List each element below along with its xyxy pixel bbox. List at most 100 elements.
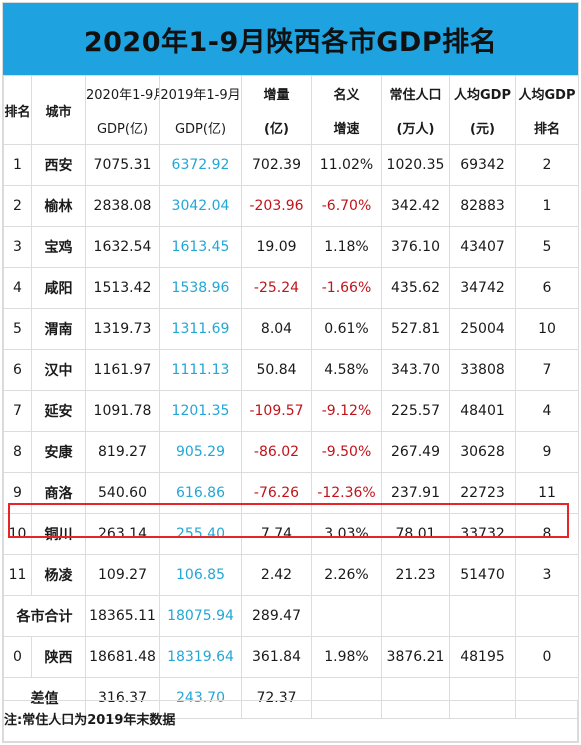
gdp2019-cell: 3042.04 — [159, 185, 242, 227]
nominal-rate-cell: -12.36% — [311, 472, 382, 514]
gdp2019-cell: 1538.96 — [159, 267, 242, 309]
gdp2019-cell: 106.85 — [159, 554, 242, 596]
population-cell: 3876.21 — [381, 636, 450, 678]
nominal-rate-cell: 0.61% — [311, 308, 382, 350]
title-banner: 2020年1-9月陕西各市GDP排名 — [3, 3, 578, 75]
nominal-rate-cell: -9.12% — [311, 390, 382, 432]
header-nominal-top: 名义 — [311, 75, 382, 110]
city-cell: 宝鸡 — [31, 226, 86, 268]
table-row: 6 汉中 1161.97 1111.13 50.84 4.58% 343.70 33808 7 — [3, 349, 579, 391]
percapita-rank-cell: 1 — [515, 185, 579, 227]
empty-cell — [381, 595, 450, 637]
table-row: 9 商洛 540.60 616.86 -76.26 -12.36% 237.91 22723 1… — [3, 472, 579, 514]
page-title: 2020年1-9月陕西各市GDP排名 — [83, 26, 498, 58]
gdp2020-cell: 1319.73 — [85, 308, 160, 350]
gdp2020-cell: 540.60 — [85, 472, 160, 514]
rank-cell: 0 — [3, 636, 32, 678]
population-cell: 225.57 — [381, 390, 450, 432]
population-cell: 78.01 — [381, 513, 450, 555]
header-gdp2019-bottom: GDP(亿) — [159, 110, 242, 145]
header-percapita-top: 人均GDP — [449, 75, 516, 110]
increase-cell: 50.84 — [241, 349, 312, 391]
percapita-cell: 34742 — [449, 267, 516, 309]
percapita-rank-cell: 11 — [515, 472, 579, 514]
table-row: 3 宝鸡 1632.54 1613.45 19.09 1.18% 376.10 43407 5 — [3, 226, 579, 268]
gdp2020-cell: 2838.08 — [85, 185, 160, 227]
nominal-rate-cell: 1.18% — [311, 226, 382, 268]
gdp2020-cell: 18681.48 — [85, 636, 160, 678]
gdp2019-cell: 905.29 — [159, 431, 242, 473]
header-gdp2020-bottom: GDP(亿) — [85, 110, 160, 145]
population-cell: 237.91 — [381, 472, 450, 514]
city-cell: 延安 — [31, 390, 86, 432]
diff-increase-cell: 72.37 — [241, 677, 312, 719]
population-cell: 21.23 — [381, 554, 450, 596]
population-cell: 435.62 — [381, 267, 450, 309]
difference-label: 差值 — [3, 677, 86, 719]
increase-cell: -25.24 — [241, 267, 312, 309]
percapita-cell: 22723 — [449, 472, 516, 514]
header-row-bottom: GDP(亿) GDP(亿) (亿) 增速 (万人) (元) 排名 — [4, 110, 579, 145]
city-cell: 西安 — [31, 144, 86, 186]
gdp2019-cell: 18319.64 — [159, 636, 242, 678]
gdp2020-cell: 109.27 — [85, 554, 160, 596]
header-rank: 排名 — [3, 75, 32, 145]
rank-cell: 7 — [3, 390, 32, 432]
percapita-rank-cell: 6 — [515, 267, 579, 309]
increase-cell: 361.84 — [241, 636, 312, 678]
percapita-cell: 51470 — [449, 554, 516, 596]
rank-cell: 9 — [3, 472, 32, 514]
nominal-rate-cell: 1.98% — [311, 636, 382, 678]
gdp2020-cell: 1091.78 — [85, 390, 160, 432]
gdp2020-cell: 263.14 — [85, 513, 160, 555]
footnote: 注:常住人口为2019年末数据 — [4, 713, 176, 728]
rank-cell: 2 — [3, 185, 32, 227]
header-percapita-bottom: (元) — [449, 110, 516, 145]
percapita-rank-cell: 9 — [515, 431, 579, 473]
gdp2019-cell: 1613.45 — [159, 226, 242, 268]
percapita-cell: 33732 — [449, 513, 516, 555]
percapita-cell: 48401 — [449, 390, 516, 432]
diff-gdp2020-cell: 316.37 — [85, 677, 160, 719]
gdp2019-cell: 1201.35 — [159, 390, 242, 432]
percapita-rank-cell: 0 — [515, 636, 579, 678]
empty-cell — [311, 677, 382, 719]
increase-cell: -86.02 — [241, 431, 312, 473]
table-row: 8 安康 819.27 905.29 -86.02 -9.50% 267.49 30628 9 — [3, 431, 579, 473]
table-row: 1 西安 7075.31 6372.92 702.39 11.02% 1020.35 6934… — [3, 144, 579, 186]
header-gdp2020-top: 2020年1-9月 — [85, 75, 160, 110]
gdp2020-cell: 7075.31 — [85, 144, 160, 186]
nominal-rate-cell: -6.70% — [311, 185, 382, 227]
city-cell: 陕西 — [31, 636, 86, 678]
increase-cell: -76.26 — [241, 472, 312, 514]
rank-cell: 5 — [3, 308, 32, 350]
population-cell: 376.10 — [381, 226, 450, 268]
gdp2019-cell: 255.40 — [159, 513, 242, 555]
population-cell: 267.49 — [381, 431, 450, 473]
population-cell: 1020.35 — [381, 144, 450, 186]
table-row: 5 渭南 1319.73 1311.69 8.04 0.61% 527.81 25004 10 — [3, 308, 579, 350]
percapita-cell: 33808 — [449, 349, 516, 391]
header-increase-top: 增量 — [241, 75, 312, 110]
increase-cell: 8.04 — [241, 308, 312, 350]
header-percapita-rank-top: 人均GDP — [515, 75, 579, 110]
table-row: 11 杨凌 109.27 106.85 2.42 2.26% 21.23 51470 3 — [3, 554, 579, 596]
gdp2019-cell: 1311.69 — [159, 308, 242, 350]
percapita-cell: 48195 — [449, 636, 516, 678]
rank-cell: 3 — [3, 226, 32, 268]
percapita-rank-cell: 7 — [515, 349, 579, 391]
gdp2020-cell: 1632.54 — [85, 226, 160, 268]
gdp2019-cell: 616.86 — [159, 472, 242, 514]
gdp2020-cell: 819.27 — [85, 431, 160, 473]
note-row — [3, 700, 578, 742]
total-row: 各市合计 18365.11 18075.94 289.47 — [3, 595, 579, 637]
percapita-cell: 30628 — [449, 431, 516, 473]
header-percapita-rank-bottom: 排名 — [515, 110, 579, 145]
rank-cell: 1 — [3, 144, 32, 186]
gdp2019-cell: 1111.13 — [159, 349, 242, 391]
city-cell: 铜川 — [31, 513, 86, 555]
increase-cell: 19.09 — [241, 226, 312, 268]
city-cell: 咸阳 — [31, 267, 86, 309]
total-gdp2020-cell: 18365.11 — [85, 595, 160, 637]
